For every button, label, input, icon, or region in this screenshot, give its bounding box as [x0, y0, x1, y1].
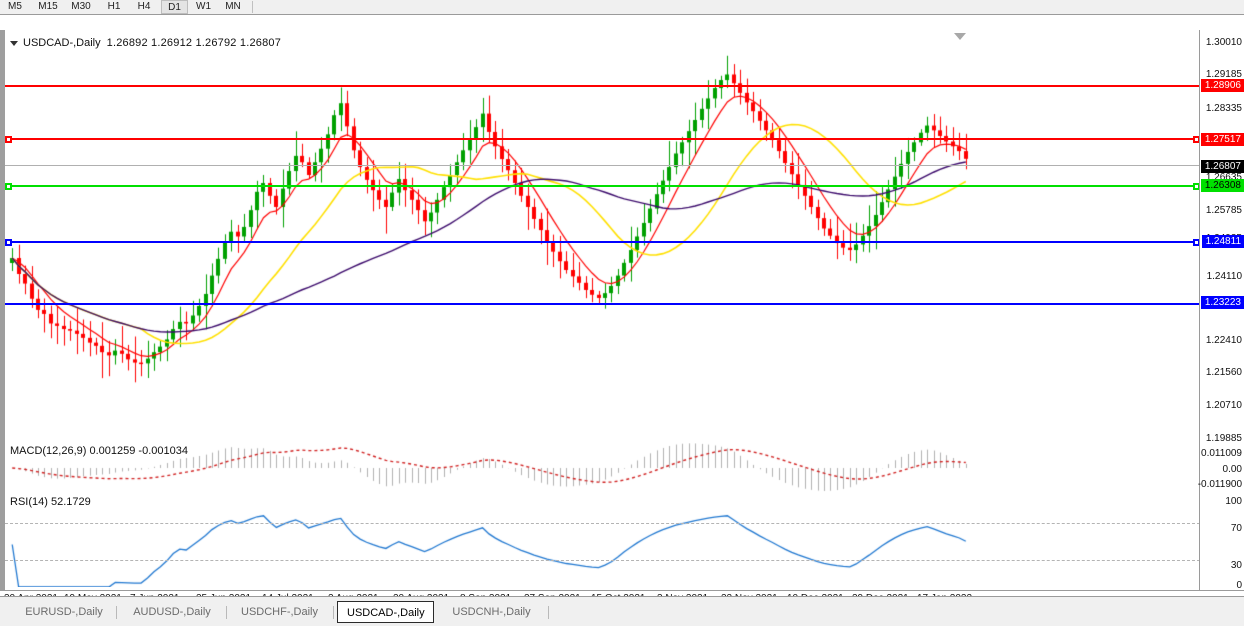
price-tick-label: 1.20710	[1205, 400, 1242, 411]
resistance-line-127517[interactable]	[5, 138, 1200, 140]
level-line-126308-handle-left[interactable]	[5, 183, 12, 190]
last-price-line[interactable]	[5, 165, 1200, 166]
toolbar-separator	[252, 1, 253, 13]
price-tick-label: 1.30010	[1205, 37, 1242, 48]
price-tick-label: 1.22410	[1205, 335, 1242, 346]
price-label-green-level[interactable]: 1.26308	[1200, 179, 1244, 192]
support-line-124811[interactable]	[5, 241, 1200, 243]
price-tick-label: 1.21560	[1205, 367, 1242, 378]
macd-canvas	[5, 443, 1200, 493]
rsi-plot[interactable]	[5, 502, 1200, 587]
rsi-scale-label: 100	[1225, 496, 1242, 507]
chart-tab-usdchf[interactable]: USDCHF-,Daily	[241, 606, 318, 618]
rsi-canvas	[5, 502, 1200, 587]
support-line-123223[interactable]	[5, 303, 1200, 305]
timeframe-button-w1[interactable]: W1	[196, 1, 211, 12]
price-label-support-upper[interactable]: 1.24811	[1201, 235, 1244, 248]
price-label-resistance-upper[interactable]: 1.28906	[1200, 79, 1244, 92]
macd-scale-label: -0.011900	[1197, 479, 1242, 490]
tab-separator	[116, 606, 117, 619]
tab-separator	[333, 606, 334, 619]
rsi-scale-label: 0	[1236, 580, 1242, 591]
timeframe-button-m15[interactable]: M15	[38, 1, 58, 12]
tab-separator	[548, 606, 549, 619]
price-tick-label: 1.25785	[1205, 205, 1242, 216]
price-tick-label: 1.26635	[1205, 172, 1242, 183]
chart-window: USDCAD-,Daily1.26892 1.26912 1.26792 1.2…	[0, 14, 1244, 611]
rsi-level-30-line	[5, 560, 1200, 561]
chart-tab-eurusd[interactable]: EURUSD-,Daily	[25, 606, 103, 618]
resistance-line-128906[interactable]	[5, 85, 1200, 87]
resistance-line-127517-handle-left[interactable]	[5, 136, 12, 143]
timeframe-button-h1[interactable]: H1	[107, 1, 121, 12]
price-plot[interactable]	[5, 31, 1200, 435]
price-scale[interactable]: 1.300101.291851.283351.266351.257851.249…	[1197, 30, 1244, 591]
macd-plot[interactable]	[5, 443, 1200, 493]
rsi-level-70-line	[5, 523, 1200, 524]
chart-left-rail	[0, 30, 5, 590]
macd-scale-label: 0.011009	[1201, 448, 1242, 459]
timeframe-button-m5[interactable]: M5	[8, 1, 22, 12]
price-tick-label: 1.28335	[1205, 103, 1242, 114]
timeframe-button-mn[interactable]: MN	[225, 1, 241, 12]
price-tick-label: 1.24110	[1206, 271, 1242, 282]
timeframe-button-d1[interactable]: D1	[161, 0, 188, 14]
timeframe-toolbar: M5 M15 M30 H1 H4 D1 W1 MN	[0, 0, 1244, 15]
price-tick-label: 1.29185	[1205, 69, 1242, 80]
support-line-124811-handle-left[interactable]	[5, 239, 12, 246]
candlestick-canvas	[5, 31, 1200, 435]
level-line-126308[interactable]	[5, 185, 1200, 187]
rsi-scale-label: 30	[1230, 560, 1242, 571]
rsi-scale-label: 70	[1230, 523, 1242, 534]
price-label-resistance-lower[interactable]: 1.27517	[1200, 133, 1244, 146]
timeframe-button-h4[interactable]: H4	[137, 1, 151, 12]
chart-tab-usdcnh[interactable]: USDCNH-,Daily	[452, 606, 531, 618]
price-label-last[interactable]: 1.26807	[1200, 160, 1244, 173]
price-label-support-lower[interactable]: 1.23223	[1200, 296, 1244, 309]
chart-tab-bar: EURUSD-,Daily AUDUSD-,Daily USDCHF-,Daily U…	[0, 596, 1244, 626]
chart-tab-usdcad[interactable]: USDCAD-,Daily	[337, 601, 434, 623]
tab-separator	[226, 606, 227, 619]
macd-scale-label: 0.00	[1222, 464, 1242, 475]
chart-tab-audusd[interactable]: AUDUSD-,Daily	[133, 606, 211, 618]
price-tick-label: 1.19885	[1205, 433, 1242, 444]
timeframe-button-m30[interactable]: M30	[71, 1, 91, 12]
